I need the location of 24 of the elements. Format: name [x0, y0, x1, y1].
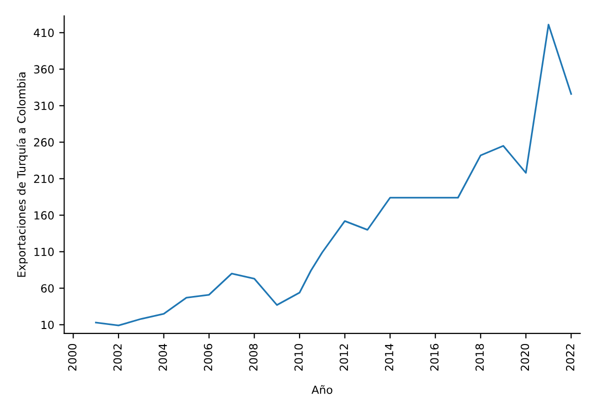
x-tick-label: 2022	[566, 344, 574, 371]
y-tick-label: 160	[34, 211, 54, 220]
x-tick-label: 2014	[384, 344, 394, 371]
x-tick-label: 2002	[113, 344, 122, 371]
y-axis-title: Exportaciones de Turquía a Colombia	[16, 72, 28, 277]
x-tick-label: 2010	[294, 344, 303, 371]
y-tick-label: 360	[34, 65, 54, 74]
x-tick-label: 2006	[204, 344, 212, 371]
x-tick-label: 2000	[68, 344, 76, 371]
x-tick-label: 2016	[430, 344, 439, 371]
y-tick-label: 60	[41, 284, 54, 293]
x-tick-label: 2004	[158, 344, 168, 371]
y-tick-label: 10	[42, 320, 54, 330]
y-tick-label: 310	[34, 102, 54, 110]
x-tick-label: 2018	[475, 344, 484, 371]
y-tick-label: 210	[34, 174, 54, 184]
y-tick-label: 260	[34, 138, 54, 147]
x-tick-label: 2020	[520, 344, 530, 371]
x-tick-label: 2012	[340, 344, 348, 371]
line-series	[95, 24, 572, 326]
y-tick-label: 110	[34, 248, 54, 256]
x-axis-title: Año	[312, 385, 332, 394]
y-tick-label: 410	[34, 28, 54, 38]
x-tick-label: 2008	[249, 344, 258, 371]
